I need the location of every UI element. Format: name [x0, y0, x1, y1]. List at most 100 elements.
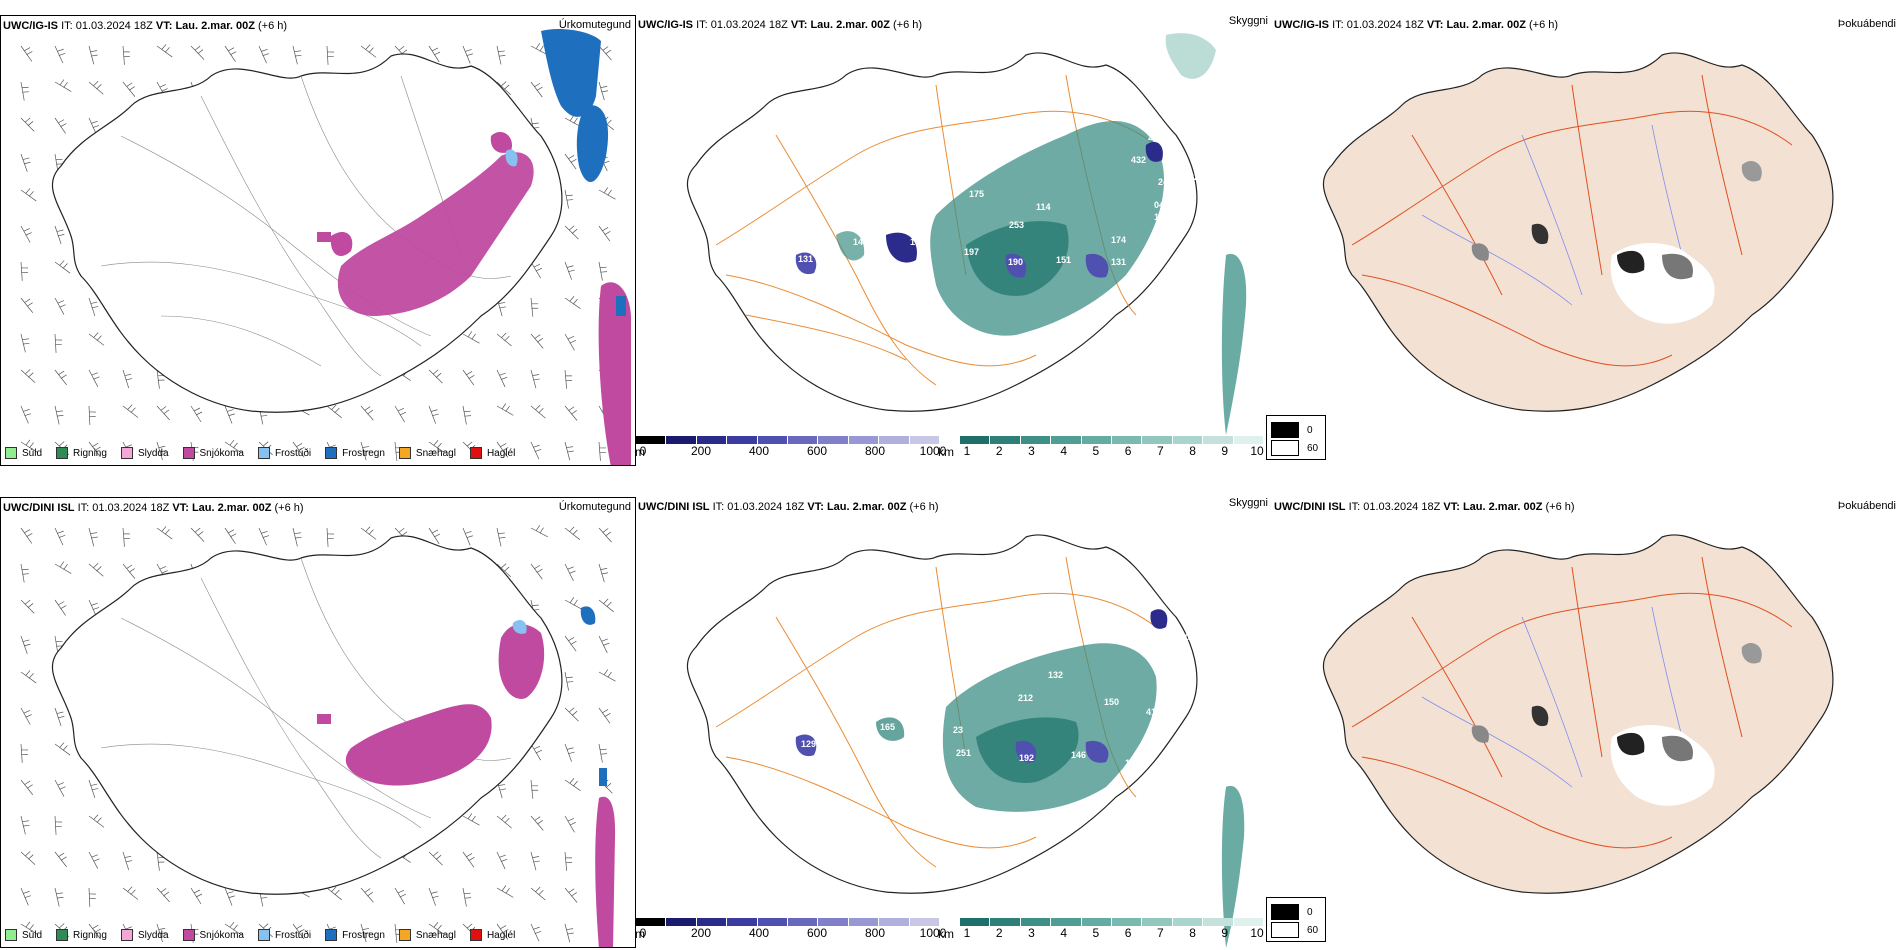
ceiling-label: 150	[1154, 212, 1169, 222]
ceiling-label: 165	[880, 722, 895, 732]
legend-item: Snjókoma	[182, 929, 244, 941]
ceiling-label: 247	[1158, 177, 1173, 187]
wind-barb	[598, 441, 607, 461]
wind-barb	[54, 527, 66, 546]
panel-title: UWC/IG-IS IT: 01.03.2024 18Z VT: Lau. 2.…	[3, 20, 287, 32]
wind-barb	[530, 743, 543, 761]
wind-barb	[88, 369, 100, 387]
wind-barb	[462, 813, 480, 826]
colorbar-tick: 6	[1124, 926, 1132, 940]
legend-swatch	[56, 929, 69, 941]
wind-barb	[224, 439, 241, 453]
fog-panel-bottom: UWC/DINI ISL IT: 01.03.2024 18Z VT: Lau.…	[1272, 497, 1900, 948]
wind-barb	[496, 563, 512, 578]
legend-label: Snæhagl	[415, 447, 456, 459]
wind-barb	[122, 369, 133, 389]
wind-barb	[564, 441, 574, 461]
legend-swatch	[182, 447, 195, 459]
wind-barb	[54, 79, 72, 92]
wind-barb	[20, 153, 31, 172]
ceiling-label: 129	[801, 739, 816, 749]
colorbar-cell	[1051, 436, 1082, 444]
colorbar-tick: 10	[1250, 926, 1264, 940]
legend-swatch	[257, 929, 270, 941]
wind-barb	[292, 441, 305, 458]
wind-barb	[428, 440, 445, 454]
colorbar-tick: 9	[1221, 926, 1229, 940]
wind-barb	[360, 923, 370, 943]
wind-barb	[88, 779, 99, 799]
colorbar-tick: 400	[748, 444, 770, 458]
valid-time: VT: Lau. 2.mar. 00Z	[1426, 19, 1526, 31]
wind-barb	[360, 887, 374, 903]
colorbar-cell	[787, 918, 819, 926]
wind-barb	[88, 851, 100, 869]
wind-barb	[122, 886, 139, 900]
valid-time: VT: Lau. 2.mar. 00Z	[172, 502, 272, 514]
lead-time: (+6 h)	[258, 20, 288, 32]
wind-barb	[156, 526, 173, 540]
legend-label: Súld	[22, 929, 43, 941]
colorbar-tick: 7	[1156, 444, 1164, 458]
colorbar-cell	[848, 918, 880, 926]
field-name: Úrkomutegund	[558, 19, 631, 31]
wind-barb	[20, 369, 36, 383]
fog-legend-swatch	[1271, 922, 1299, 938]
colorbar-tick: 3	[1028, 926, 1035, 940]
legend-swatch	[325, 447, 338, 459]
legend-swatch	[5, 447, 17, 459]
model-name: UWC/IG-IS	[1274, 19, 1329, 31]
wind-barb	[530, 923, 542, 942]
wind-barb	[496, 885, 514, 898]
wind-barb	[564, 887, 578, 903]
wind-barb	[564, 597, 582, 610]
field-name: Skyggni	[1228, 497, 1268, 509]
legend-label: Slydda	[137, 447, 169, 459]
wind-barb	[20, 635, 31, 654]
colorbar-cell	[757, 918, 788, 926]
fog-map	[1322, 52, 1834, 412]
fog-legend-item: 0	[1271, 904, 1321, 920]
wind-barb	[360, 526, 377, 540]
wind-barb	[88, 441, 101, 458]
colorbar-cell	[848, 436, 880, 444]
wind-barb	[54, 333, 62, 353]
wind-barb	[20, 707, 32, 725]
wind-barb	[496, 45, 506, 65]
field-name: Þokuábendi	[1837, 500, 1896, 512]
colorbar-cell	[879, 436, 910, 444]
legend-swatch	[182, 929, 195, 941]
legend-swatch	[398, 447, 411, 459]
ceiling-labels: 27 514 203 208 49 21 132 212 150 412 175 23 251 192 14…	[801, 596, 1195, 768]
wind-barb	[20, 670, 37, 684]
wind-barb	[224, 921, 241, 935]
wind-barb	[530, 815, 544, 831]
ceiling-label: 203	[1180, 632, 1195, 642]
colorbar-cell	[1111, 436, 1143, 444]
colorbar-tick: 1000	[919, 926, 947, 940]
colorbar-tick: 4	[1060, 444, 1067, 458]
wind-barb	[564, 707, 579, 722]
colorbar-cell	[1233, 918, 1264, 926]
wind-barb	[54, 260, 71, 274]
colorbar-tick: 5	[1092, 444, 1100, 458]
wind-barb	[462, 405, 472, 425]
legend-item: Súld	[5, 447, 42, 459]
wind-barb	[462, 887, 472, 907]
ceiling-label: 139	[1125, 758, 1140, 768]
wind-barb	[54, 225, 65, 244]
wind-barb	[20, 117, 35, 132]
legend-item: Rigning	[56, 447, 107, 459]
ceiling-label: 148	[853, 237, 868, 247]
lead-time: (+6 h)	[1545, 501, 1575, 513]
wind-barb	[598, 598, 614, 613]
colorbar-cell	[1172, 918, 1204, 926]
wind-barb	[598, 81, 609, 101]
wind-barb	[190, 527, 205, 542]
init-time: 01.03.2024 18Z	[710, 19, 788, 31]
wind-barb	[326, 527, 334, 547]
wind-barb	[88, 923, 101, 940]
wind-barb	[530, 563, 543, 580]
wind-barb	[564, 405, 578, 421]
wind-barb	[326, 45, 334, 65]
